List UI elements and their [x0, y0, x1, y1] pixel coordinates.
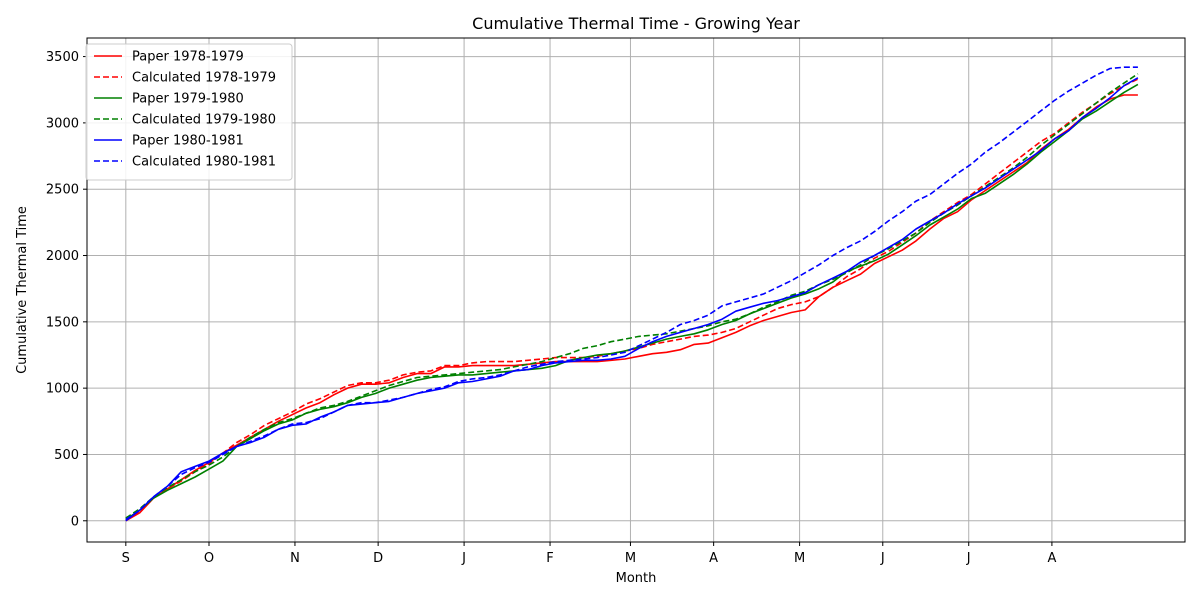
series-line-paper-1980-1981: [125, 77, 1139, 522]
x-tick-label: F: [546, 551, 553, 566]
x-tick-label: J: [461, 551, 466, 566]
y-tick-label: 3000: [46, 116, 79, 131]
legend-label: Paper 1980-1981: [132, 134, 244, 149]
x-tick-label: M: [794, 551, 805, 566]
y-axis-label: Cumulative Thermal Time: [15, 206, 30, 374]
legend: Paper 1978-1979 Calculated 1978-1979 Paper…: [85, 43, 293, 181]
x-tick-label: A: [1047, 551, 1056, 566]
y-tick-label: 2500: [46, 183, 79, 198]
x-tick-label: M: [625, 551, 636, 566]
y-tick-label: 500: [54, 448, 79, 463]
legend-label: Calculated 1979-1980: [132, 113, 276, 128]
x-tick-label: N: [290, 551, 300, 566]
x-tick-label: J: [966, 551, 971, 566]
x-tick-label: D: [373, 551, 383, 566]
series-line-calculated-1980-1981: [125, 66, 1138, 521]
legend-box: [85, 43, 293, 181]
legend-label: Calculated 1978-1979: [132, 71, 276, 86]
y-tick-label: 1500: [46, 315, 79, 330]
x-tick-label: A: [709, 551, 718, 566]
x-tick-label: J: [880, 551, 885, 566]
legend-label: Paper 1978-1979: [132, 50, 244, 65]
x-axis-label: Month: [616, 571, 657, 586]
axes-frame: [86, 37, 1186, 543]
series-line-calculated-1978-1979: [125, 78, 1139, 521]
y-tick-label: 2000: [46, 249, 79, 264]
legend-label: Paper 1979-1980: [132, 92, 244, 107]
series-line-calculated-1979-1980: [125, 73, 1139, 519]
y-tick-label: 3500: [46, 50, 79, 65]
plot-lines: [125, 66, 1139, 522]
y-tick-label: 1000: [46, 382, 79, 397]
x-tick-label: S: [122, 551, 130, 566]
y-tick-label: 0: [71, 514, 79, 529]
grid: [87, 38, 1185, 542]
x-tick-label: O: [204, 551, 214, 566]
series-line-paper-1978-1979: [125, 94, 1138, 522]
legend-label: Calculated 1980-1981: [132, 155, 276, 170]
chart-title: Cumulative Thermal Time - Growing Year: [472, 14, 800, 33]
axis-ticks: S O N D J F M A M J J A 0 500 1000 1500 2000 2500 3000 3500: [46, 50, 1057, 566]
